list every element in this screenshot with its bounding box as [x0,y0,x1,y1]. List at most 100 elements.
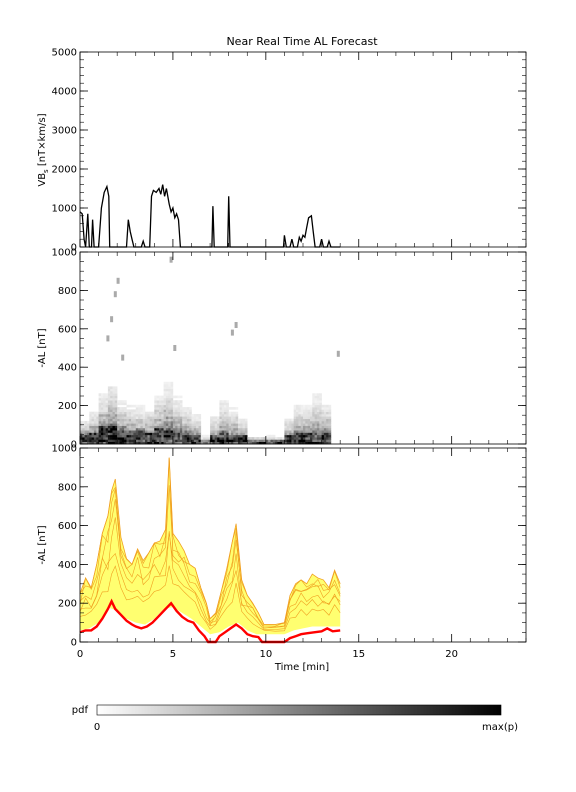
pdf-cell [323,432,327,436]
pdf-cell [314,416,318,419]
pdf-cell [119,407,123,410]
pdf-cell [138,437,141,440]
pdf-cell [307,432,311,436]
pdf-cell [82,427,85,431]
pdf-cell [268,439,271,442]
pdf-cell [131,404,134,408]
pdf-cell [110,391,113,394]
pdf-cell [170,388,174,392]
pdf-cell [305,423,308,426]
pdf-cell [145,418,148,422]
pdf-cell [135,425,139,429]
pdf-cell [177,421,181,424]
pdf-cell [217,432,220,436]
pdf-cell [163,395,167,399]
pdf-cell [121,423,125,426]
pdf-cell [131,427,134,431]
pdf-cell [175,437,178,440]
pdf-cell [103,439,106,442]
pdf-cell [328,434,332,438]
pdf-cell [296,430,299,433]
pdf-cell [117,402,120,406]
pdf-cell [219,439,222,442]
pdf-cell [135,407,139,410]
pdf-cell [152,427,155,431]
pdf-cell [161,414,164,417]
pdf-cell [210,416,213,419]
pdf-cell [128,427,132,431]
pdf-cell [328,439,332,442]
pdf-cell [135,416,139,419]
pdf-cell [300,416,304,419]
pdf-cell [107,404,111,408]
pdf-cell [198,423,202,426]
pdf-cell [312,441,315,445]
pdf-cell [198,418,202,422]
pdf-cell [210,427,213,431]
pdf-cell [147,439,150,442]
pdf-cell [256,441,260,445]
pdf-cell [161,416,164,419]
pdf-cell [319,402,322,406]
pdf-cell [163,381,167,385]
pdf-cell [314,395,318,399]
pdf-cell [161,411,164,415]
pdf-cell [328,423,332,426]
pdf-cell [321,423,325,426]
pdf-cell [154,427,157,431]
pdf-cell [210,434,213,438]
pdf-cell [107,439,111,442]
pdf-cell [214,416,218,419]
pdf-cell [98,409,102,412]
pdf-cell [161,418,164,422]
pdf-cell [258,439,262,442]
pdf-cell [103,395,106,399]
pdf-cell [328,407,332,410]
pdf-cell [119,430,123,433]
pdf-cell [284,432,287,436]
pdf-cell [319,427,322,431]
pdf-cell [126,430,130,433]
pdf-cell [124,400,127,403]
pdf-cell [140,439,143,442]
pdf-cell [128,437,132,440]
pdf-cell [112,391,116,394]
pdf-cell [100,400,104,403]
pdf-cell [300,427,304,431]
pdf-cell [119,421,123,424]
pdf-cell [121,434,125,438]
pdf-cell [321,432,325,436]
pdf-cell [128,404,132,408]
pdf-cell [163,427,167,431]
pdf-cell [112,395,116,399]
pdf-cell [140,432,143,436]
pdf-cell [98,418,102,422]
pdf-cell [307,404,311,408]
pdf-cell [298,427,301,431]
pdf-cell [286,421,290,424]
pdf-cell [323,407,327,410]
vbs-series-line [79,184,341,248]
pdf-cell [240,439,243,442]
pdf-cell [170,407,174,410]
pdf-cell [314,411,318,415]
pdf-cell [124,427,127,431]
pdf-cell [316,400,320,403]
pdf-cell [228,414,232,417]
pdf-cell [91,411,95,415]
pdf-cell [159,439,162,442]
pdf-cell [186,416,190,419]
pdf-cell [89,421,92,424]
pdf-cell [286,427,290,431]
pdf-cell [145,416,148,419]
pdf-cell [298,439,301,442]
pdf-cell [114,404,118,408]
pdf-cell [198,421,202,424]
pdf-cell [289,421,292,424]
pdf-cell [214,423,218,426]
pdf-cell [193,427,197,431]
y-tick-label: 1000 [52,204,77,215]
pdf-cell [126,425,130,429]
pdf-cell [105,395,109,399]
pdf-cell [307,411,311,415]
